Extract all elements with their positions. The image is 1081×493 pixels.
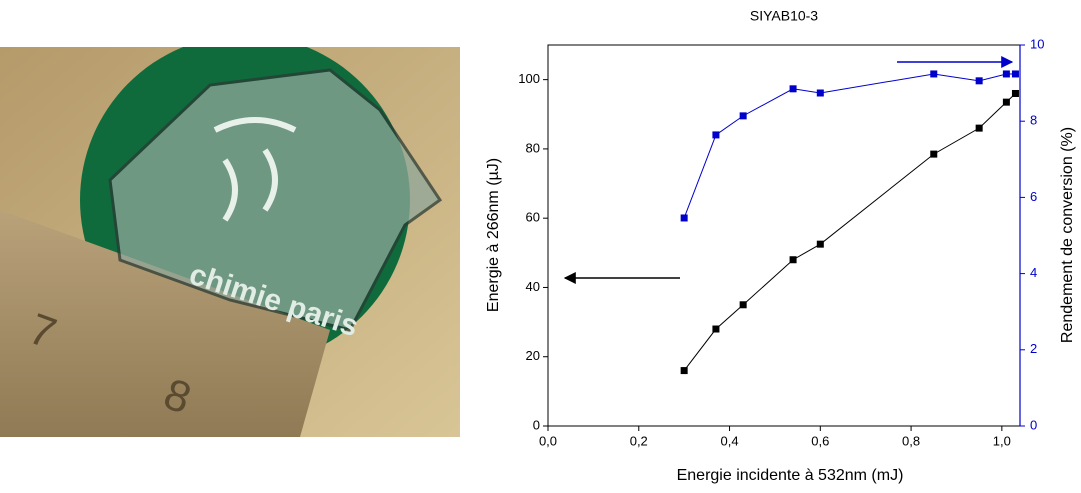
data-point (739, 301, 747, 309)
y2-axis-label: Rendement de conversion (%) (1059, 127, 1076, 343)
data-point (930, 70, 938, 78)
series-line (683, 93, 1016, 371)
y-tick-label: 40 (526, 279, 540, 294)
y2-tick-label: 4 (1030, 265, 1037, 280)
y2-tick-label: 10 (1030, 36, 1044, 51)
x-tick-label: 0,2 (630, 433, 648, 448)
y-tick-label: 100 (518, 71, 540, 86)
data-point (680, 214, 688, 222)
y-tick-label: 80 (526, 140, 540, 155)
y-tick-label: 60 (526, 210, 540, 225)
y2-tick-label: 0 (1030, 417, 1037, 432)
x-tick-label: 1,0 (993, 433, 1011, 448)
plot-frame (547, 44, 1021, 427)
x-tick-label: 0,6 (811, 433, 829, 448)
data-point (1011, 89, 1019, 97)
data-point (975, 77, 983, 85)
x-tick-label: 0,4 (720, 433, 738, 448)
y-tick-label: 20 (526, 348, 540, 363)
y2-tick-label: 8 (1030, 113, 1037, 128)
data-point (816, 240, 824, 248)
data-point (975, 124, 983, 132)
data-point (712, 325, 720, 333)
y2-tick-label: 2 (1030, 341, 1037, 356)
data-point (789, 256, 797, 264)
data-point (680, 367, 688, 375)
photo: chimie paris 7 8 (0, 47, 460, 437)
y-tick-label: 0 (533, 417, 540, 432)
series-line (683, 73, 1016, 219)
x-tick-label: 0,8 (902, 433, 920, 448)
data-point (1011, 70, 1019, 78)
x-tick-label: 0,0 (539, 433, 557, 448)
data-point (789, 85, 797, 93)
y2-tick-label: 6 (1030, 189, 1037, 204)
data-point (816, 89, 824, 97)
x-axis-label: Energie incidente à 532nm (mJ) (677, 467, 904, 484)
data-point (1002, 70, 1010, 78)
y-axis-label: Energie à 266nm (µJ) (485, 158, 502, 312)
data-point (712, 131, 720, 139)
data-point (739, 112, 747, 120)
data-point (930, 150, 938, 158)
data-point (1002, 98, 1010, 106)
chart-title: SIYAB10-3 (750, 8, 818, 24)
